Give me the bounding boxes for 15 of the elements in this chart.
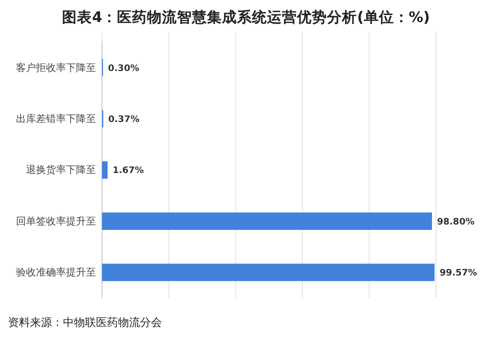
data-label: 0.30% [108,64,140,74]
y-tick-label: 退换货率下降至 [26,164,96,176]
data-label: 0.37% [108,114,140,125]
text: 资料来源：中物联医药物流分会 [8,316,162,329]
data-label: 99.57% [440,268,478,279]
y-tick-label: 回单签收率提升至 [16,215,96,228]
data-label: 98.80% [436,217,474,228]
y-tick-label: 客户拒收率下降至 [16,62,96,74]
y-tick-label: 出库差错率下降至 [16,113,96,125]
y-tick-label: 验收准确率提升至 [16,266,96,279]
chart-title: 图表4：医药物流智慧集成系统运营优势分析(单位：%) [62,8,430,26]
data-label: 1.67% [112,166,144,176]
bar [102,161,108,179]
bar [102,264,435,282]
bar [102,212,432,230]
